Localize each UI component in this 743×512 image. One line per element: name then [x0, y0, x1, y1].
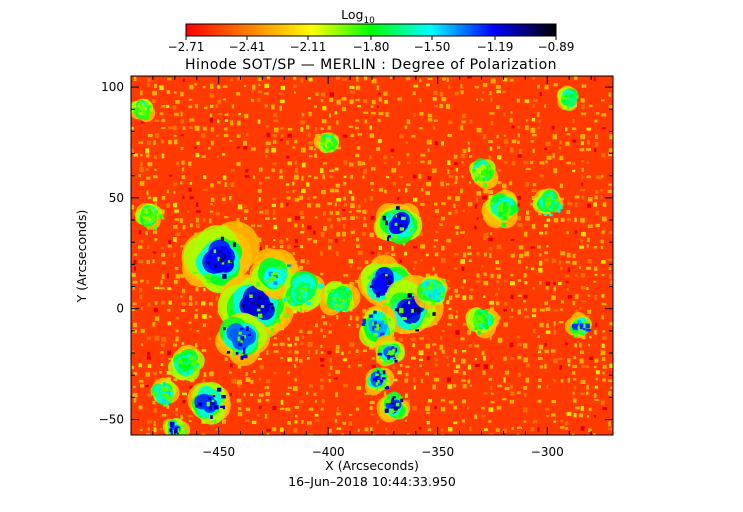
heatmap-regions	[131, 85, 592, 435]
y-tick-label: 100	[101, 80, 124, 94]
high-polarization-region	[373, 202, 423, 246]
high-polarization-region	[181, 221, 260, 294]
colorbar-tick-label: −1.19	[477, 40, 514, 54]
high-polarization-region	[249, 248, 301, 300]
colorbar-ticks: −2.71 −2.41 −2.11 −1.80 −1.50 −1.19 −0.89	[168, 36, 575, 54]
y-tick-label: 50	[109, 191, 124, 205]
x-tick-label: −400	[312, 445, 345, 459]
high-polarization-region	[481, 189, 519, 229]
high-polarization-region	[564, 312, 592, 339]
high-polarization-region	[162, 418, 191, 435]
colorbar-tick-label: −1.50	[414, 40, 451, 54]
high-polarization-region	[131, 98, 156, 123]
high-polarization-region	[167, 344, 205, 382]
x-axis-label: X (Arcseconds)	[325, 458, 419, 473]
colorbar-tick-label: −2.11	[290, 40, 327, 54]
high-polarization-region	[313, 132, 340, 154]
colorbar-label: Log10	[341, 7, 375, 26]
high-polarization-region	[365, 367, 395, 396]
high-polarization-region	[376, 391, 411, 423]
y-tick-label: 0	[116, 302, 124, 316]
timestamp: 16–Jun–2018 10:44:33.950	[288, 474, 456, 489]
high-polarization-region	[150, 377, 180, 407]
colorbar-tick-label: −1.80	[353, 40, 390, 54]
high-polarization-region	[465, 307, 500, 339]
high-polarization-region	[374, 334, 405, 367]
chart-title: Hinode SOT/SP — MERLIN : Degree of Polar…	[185, 57, 557, 73]
colorbar-tick-label: −2.71	[168, 40, 205, 54]
plot-area	[130, 75, 614, 436]
colorbar-tick-label: −0.89	[538, 40, 575, 54]
x-tick-label: −450	[202, 445, 235, 459]
high-polarization-region	[556, 85, 579, 111]
high-polarization-region	[134, 203, 164, 230]
high-polarization-region	[281, 270, 325, 313]
high-polarization-region	[319, 280, 361, 316]
y-axis-label: Y (Arcseconds)	[74, 210, 89, 304]
axis-ticks: −450 −400 −350 −300 −50 0 50 100	[99, 76, 614, 459]
high-polarization-region	[413, 275, 448, 310]
high-polarization-region	[215, 312, 271, 366]
x-tick-label: −350	[421, 445, 454, 459]
high-polarization-region	[532, 188, 563, 217]
colorbar	[185, 23, 557, 37]
colorbar-tick-label: −2.41	[229, 40, 266, 54]
colorbar-label-subscript: 10	[363, 16, 375, 26]
y-tick-label: −50	[99, 412, 124, 426]
x-tick-label: −300	[531, 445, 564, 459]
high-polarization-region	[469, 158, 499, 190]
high-polarization-region	[187, 381, 231, 425]
